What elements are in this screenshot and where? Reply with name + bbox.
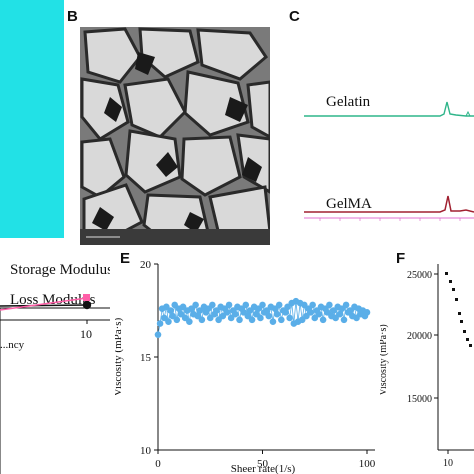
trace-line-gelatin xyxy=(304,101,474,117)
panel-label-b: B xyxy=(67,8,78,25)
panel-f-xtick-10: 10 xyxy=(443,458,453,469)
panel-e-point xyxy=(275,301,283,309)
baseline-ticks xyxy=(319,218,461,221)
legend-storage-modulus: Storage Modulus xyxy=(10,262,110,278)
panel-e-point xyxy=(248,316,256,324)
panel-e-point xyxy=(165,318,172,325)
trace-label-gelma: GelMA xyxy=(326,196,372,212)
panel-f-point xyxy=(469,344,472,347)
panel-e-ytick-label: 10 xyxy=(140,445,152,457)
panel-label-f: F xyxy=(396,250,406,267)
panel-e-point xyxy=(232,310,239,318)
panel-b-sem-image xyxy=(80,27,270,245)
panel-e-point xyxy=(223,309,231,316)
panel-e-xtick-label: 50 xyxy=(257,458,269,470)
panel-e-point xyxy=(286,314,293,322)
trace-line-gelma xyxy=(304,195,474,213)
panel-e-ylabel: Viscosity (mPa·s) xyxy=(115,317,124,396)
panel-a-image xyxy=(0,0,64,238)
panel-d-chart: Storage Modulus Loss Modulus 10 ...ncy xyxy=(0,262,110,474)
point-loss-10 xyxy=(83,294,90,301)
legend-loss-modulus: Loss Modulus xyxy=(10,292,96,308)
panel-e-point xyxy=(315,310,323,318)
panel-e-point xyxy=(225,301,233,309)
trace-label-gelatin: Gelatin xyxy=(326,94,371,110)
panel-e-point xyxy=(340,316,348,324)
panel-e-xtick-label: 0 xyxy=(155,458,161,470)
panel-f-point xyxy=(455,298,458,301)
panel-f-point xyxy=(445,272,448,275)
panel-e-point xyxy=(209,301,216,309)
panel-f-point xyxy=(463,330,466,333)
panel-f-ylabel-15000: 15000 xyxy=(407,394,432,405)
panel-e-point xyxy=(278,316,285,324)
panel-f-point xyxy=(458,312,461,315)
panel-e-point xyxy=(336,310,344,318)
panel-f-ylabel-25000: 25000 xyxy=(407,270,432,281)
panel-e-point xyxy=(198,316,206,324)
panel-e-point xyxy=(156,320,164,327)
panel-c-spectra: Gelatin GelMA xyxy=(304,94,474,221)
panel-f-ylabel-20000: 20000 xyxy=(407,331,432,342)
panel-label-c: C xyxy=(289,8,300,25)
panel-e-point xyxy=(342,301,350,309)
panel-f-chart: 25000 20000 15000 Viscosity (mPa·s) 10 xyxy=(380,264,474,469)
panel-f-points xyxy=(445,272,472,347)
panel-e-point xyxy=(319,316,327,324)
panel-e-point xyxy=(282,309,289,316)
panel-e-point xyxy=(269,318,277,325)
panel-e-point xyxy=(265,312,273,320)
panel-e-point xyxy=(326,301,333,309)
panel-e-point xyxy=(186,318,193,325)
panel-d-xtick-10: 10 xyxy=(80,327,92,341)
panel-e-point xyxy=(173,316,181,324)
panel-f-ylabel: Viscosity (mPa·s) xyxy=(380,324,389,395)
panel-e-point xyxy=(192,301,199,309)
panel-e-ytick-label: 20 xyxy=(140,259,152,271)
panel-e-point xyxy=(259,301,266,309)
panel-label-e: E xyxy=(120,250,131,267)
panel-e-point xyxy=(257,314,264,322)
panel-e-point xyxy=(242,301,250,309)
panel-e-ytick-label: 15 xyxy=(140,352,152,364)
panel-f-point xyxy=(466,338,469,341)
panel-e-chart: 0 50 100 10 15 20 Sheer rate(1/s) Viscosity (… xyxy=(115,259,376,474)
panel-e-xtick-label: 100 xyxy=(359,458,376,470)
series-line-loss xyxy=(0,297,88,311)
panel-e-point xyxy=(309,301,316,309)
panel-e-xlabel: Sheer rate(1/s) xyxy=(231,463,296,474)
point-storage-10 xyxy=(82,300,92,310)
panel-e-point xyxy=(273,310,281,318)
panel-f-point xyxy=(449,280,452,283)
sem-texture xyxy=(80,27,270,245)
panel-f-point xyxy=(452,288,455,291)
panel-e-point xyxy=(236,316,243,324)
series-line-storage xyxy=(0,304,88,307)
panel-e-point xyxy=(307,309,314,316)
panel-f-point xyxy=(460,320,463,323)
trace-line-gelatin-minor xyxy=(465,110,471,117)
panel-e-point xyxy=(363,309,371,316)
panel-e-point xyxy=(154,331,162,338)
panel-e-point xyxy=(167,307,174,314)
panel-d-xlabel: ...ncy xyxy=(0,339,25,351)
